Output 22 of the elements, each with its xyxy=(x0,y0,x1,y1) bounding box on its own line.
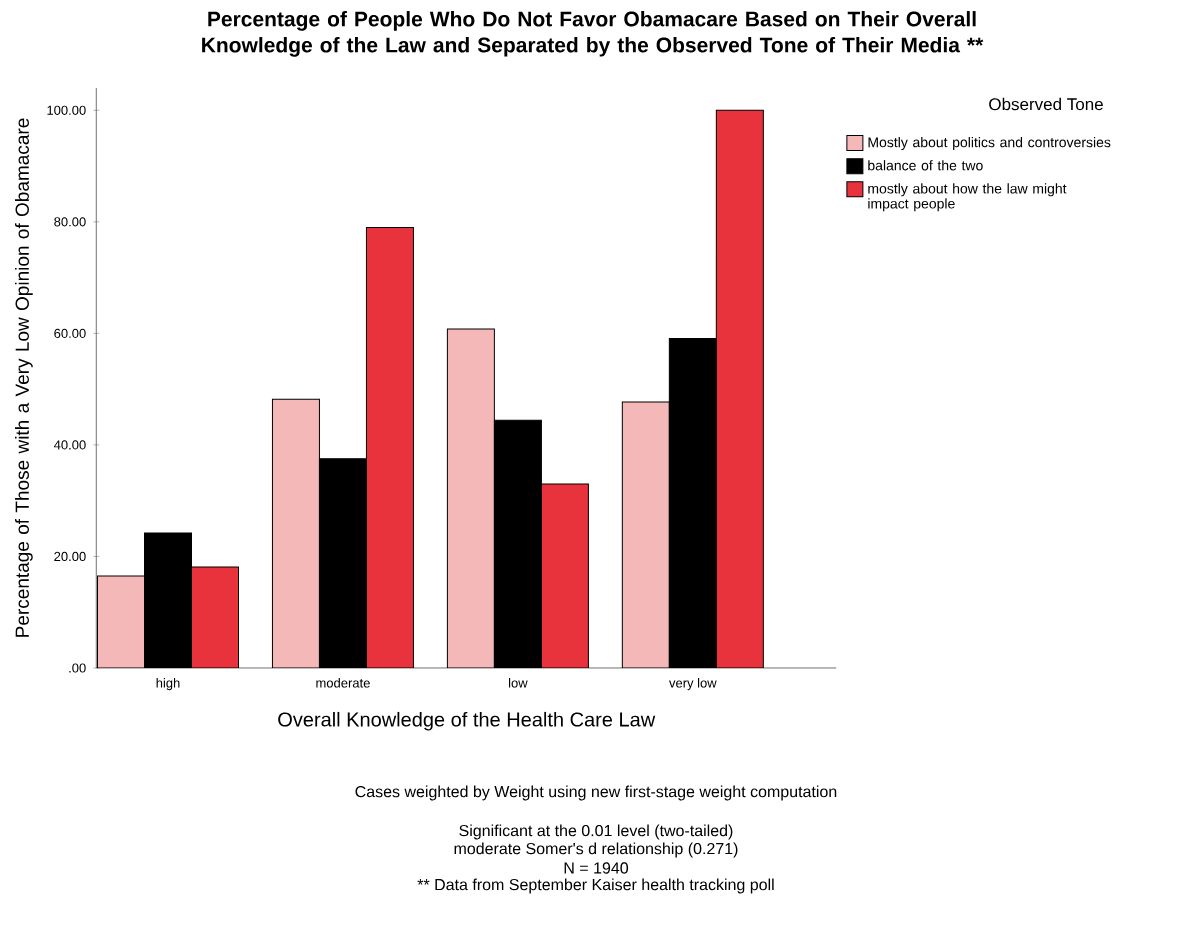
y-tick-label: 80.00 xyxy=(54,217,86,227)
y-tick-label: 100.00 xyxy=(47,105,86,115)
x-axis-title: Overall Knowledge of the Health Care Law xyxy=(278,711,656,731)
x-tick-label: low xyxy=(509,678,528,688)
x-tick-label: very low xyxy=(669,678,717,691)
text: ** Data from September Kaiser health tracking poll xyxy=(417,878,774,894)
legend-title: Observed Tone xyxy=(989,97,1103,111)
text: N = 1940 xyxy=(564,862,629,874)
legend-label: mostly about how the law might impact people xyxy=(868,183,1067,212)
text: moderate Somer's d relationship (0.271) xyxy=(454,842,738,858)
y-tick-label: .00 xyxy=(69,663,86,673)
y-tick-label: 20.00 xyxy=(54,551,86,562)
text: Cases weighted by Weight using new first-stage weight computation xyxy=(355,785,837,801)
y-tick-label: 60.00 xyxy=(54,328,86,338)
legend-label: Mostly about politics and controversies xyxy=(868,137,1111,151)
legend-label: balance of the two xyxy=(868,160,983,171)
chart-title: Percentage of People Who Do Not Favor Obamacare Based on Their Overall Knowledge of the Law and Separated by the Observed Tone of Their Media ** xyxy=(202,11,984,57)
x-tick-label: high xyxy=(156,678,180,691)
x-tick-label: moderate xyxy=(316,678,370,688)
text: Significant at the 0.01 level (two-tailed) xyxy=(459,824,733,840)
y-axis-title: Percentage of Those with a Very Low Opinion of Obamacare xyxy=(15,118,33,637)
y-tick-label: 40.00 xyxy=(53,440,86,450)
